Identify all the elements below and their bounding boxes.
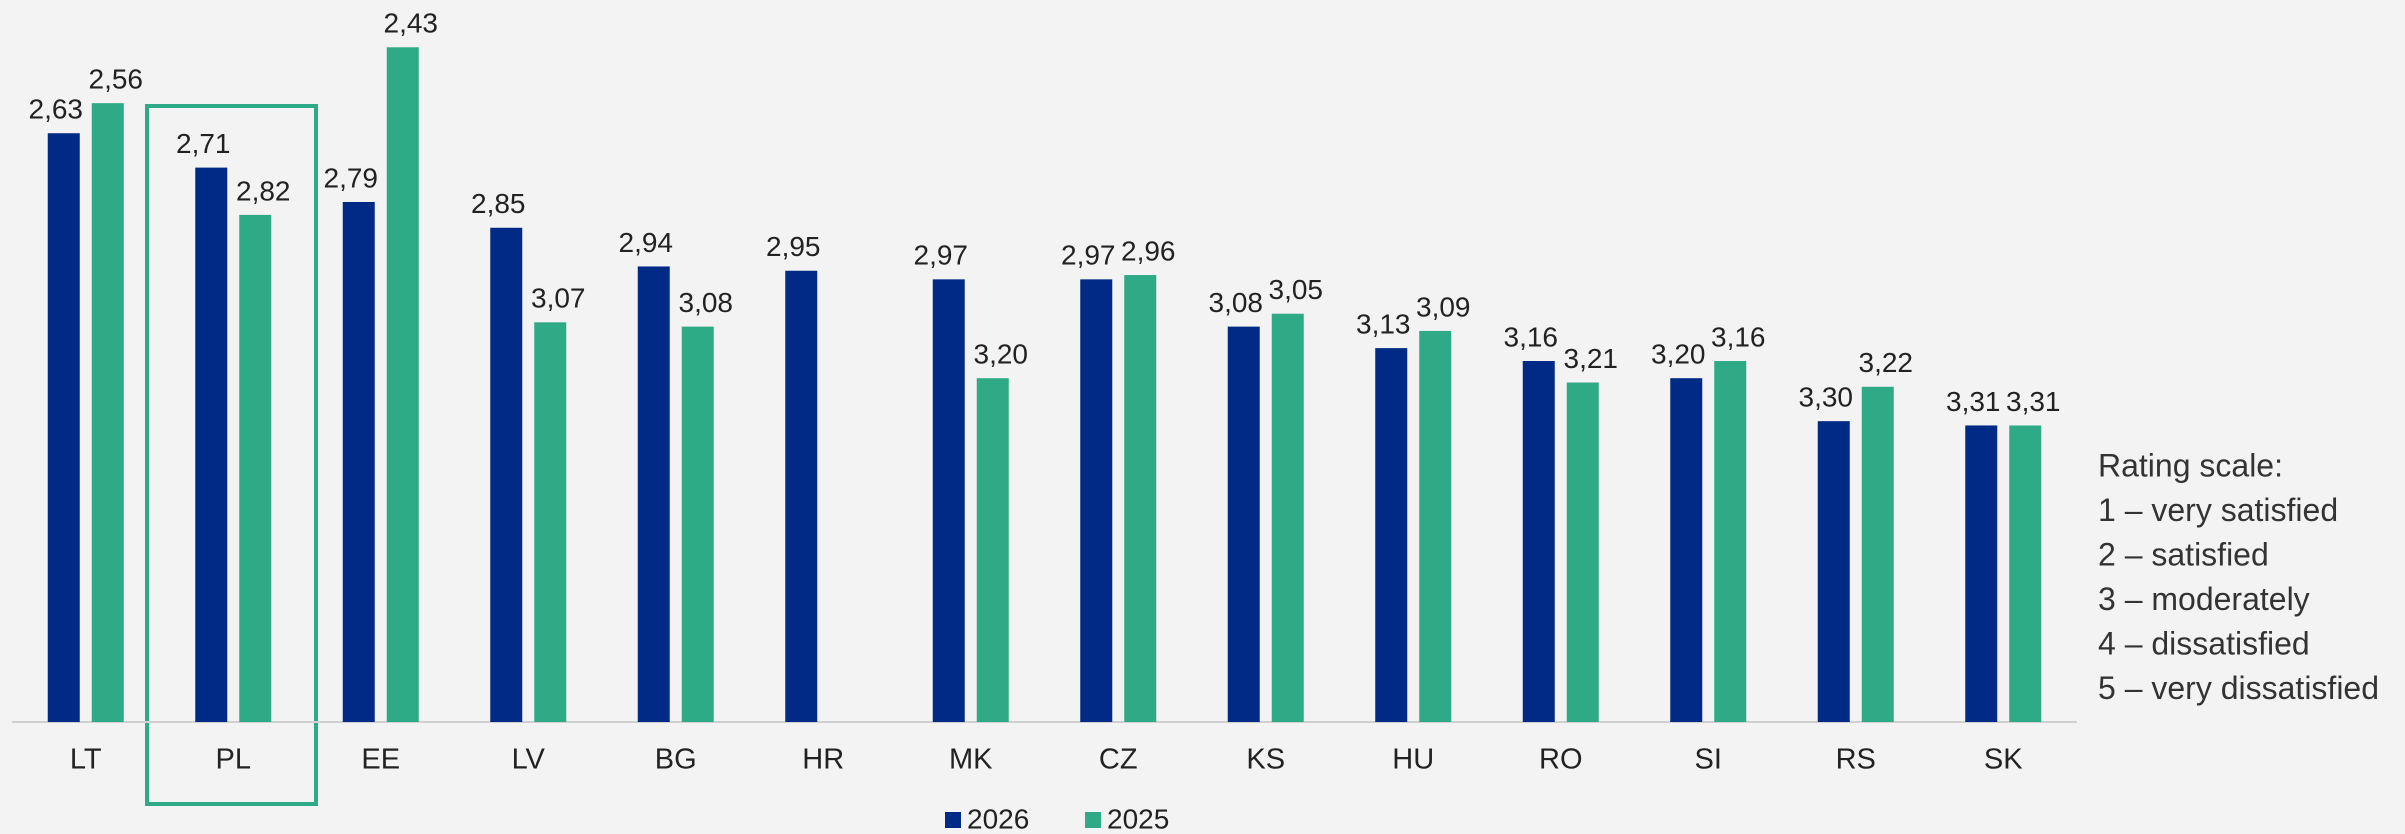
bar xyxy=(1965,425,1998,722)
bar xyxy=(976,378,1009,722)
data-label: 2,85 xyxy=(471,188,526,219)
data-label: 3,20 xyxy=(1651,339,1706,370)
legend-label: 2026 xyxy=(967,803,1029,834)
data-label: 2,63 xyxy=(29,94,84,125)
data-label: 3,09 xyxy=(1416,291,1471,322)
bar xyxy=(1227,326,1260,722)
data-label: 2,97 xyxy=(914,240,969,271)
note-line: 2 – satisfied xyxy=(2098,536,2269,572)
data-label: 2,95 xyxy=(766,231,821,262)
bar xyxy=(386,47,419,723)
data-label: 3,08 xyxy=(679,287,734,318)
data-label: 3,21 xyxy=(1564,343,1619,374)
bar xyxy=(2009,425,2042,722)
bar xyxy=(1080,279,1113,722)
bar xyxy=(1271,313,1304,722)
data-label: 2,56 xyxy=(89,64,144,95)
bar xyxy=(1566,382,1599,722)
data-label: 3,20 xyxy=(974,339,1029,370)
highlight-box xyxy=(145,104,318,806)
x-tick-label: RS xyxy=(1836,744,1876,776)
data-label: 3,22 xyxy=(1859,347,1914,378)
bar xyxy=(1817,421,1850,722)
bar xyxy=(91,103,124,722)
data-label: 2,71 xyxy=(176,128,231,159)
data-label: 3,13 xyxy=(1356,308,1411,339)
x-tick-label: HU xyxy=(1392,744,1434,776)
bar xyxy=(534,322,567,722)
x-tick-label: LT xyxy=(70,744,102,776)
bar xyxy=(1714,361,1747,722)
bar xyxy=(195,167,228,722)
data-label: 3,07 xyxy=(531,283,586,314)
x-tick-label: SI xyxy=(1695,744,1722,776)
data-label: 3,08 xyxy=(1209,287,1264,318)
note-line: 5 – very dissatisfied xyxy=(2098,670,2379,706)
x-tick-label: CZ xyxy=(1099,744,1138,776)
data-label: 3,16 xyxy=(1711,321,1766,352)
data-label: 3,05 xyxy=(1269,274,1324,305)
bar xyxy=(1124,275,1157,722)
data-label: 3,30 xyxy=(1799,382,1854,413)
bar xyxy=(681,326,714,722)
note-line: Rating scale: xyxy=(2098,447,2283,483)
data-label: 2,94 xyxy=(619,227,674,258)
legend-swatch xyxy=(1085,812,1101,828)
bar xyxy=(490,227,523,722)
note-line: 3 – moderately xyxy=(2098,581,2310,617)
x-tick-label: BG xyxy=(655,744,697,776)
legend-label: 2025 xyxy=(1107,803,1169,834)
bar xyxy=(932,279,965,722)
x-tick-label: RO xyxy=(1539,744,1583,776)
legend-swatch xyxy=(945,812,961,828)
data-label: 2,97 xyxy=(1061,240,1116,271)
x-tick-label: MK xyxy=(949,744,993,776)
x-tick-label: PL xyxy=(216,744,251,776)
bar xyxy=(1419,330,1452,722)
data-label: 3,31 xyxy=(2006,386,2061,417)
x-tick-label: KS xyxy=(1246,744,1285,776)
x-tick-label: LV xyxy=(512,744,546,776)
x-tick-label: EE xyxy=(361,744,400,776)
bar xyxy=(1670,378,1703,722)
x-tick-label: SK xyxy=(1984,744,2023,776)
bar xyxy=(47,133,80,722)
note-line: 1 – very satisfied xyxy=(2098,492,2338,528)
data-label: 3,16 xyxy=(1504,321,1559,352)
bar xyxy=(239,214,272,722)
note-line: 4 – dissatisfied xyxy=(2098,625,2310,661)
bar xyxy=(1375,348,1408,722)
bar xyxy=(1522,361,1555,722)
data-label: 3,31 xyxy=(1946,386,2001,417)
data-label: 2,43 xyxy=(384,8,439,39)
bar xyxy=(637,266,670,722)
bar xyxy=(1861,386,1894,722)
data-label: 2,82 xyxy=(236,175,291,206)
data-label: 2,96 xyxy=(1121,235,1176,266)
x-tick-label: HR xyxy=(802,744,844,776)
data-label: 2,79 xyxy=(324,162,379,193)
bar xyxy=(785,270,818,722)
bar xyxy=(342,201,375,722)
